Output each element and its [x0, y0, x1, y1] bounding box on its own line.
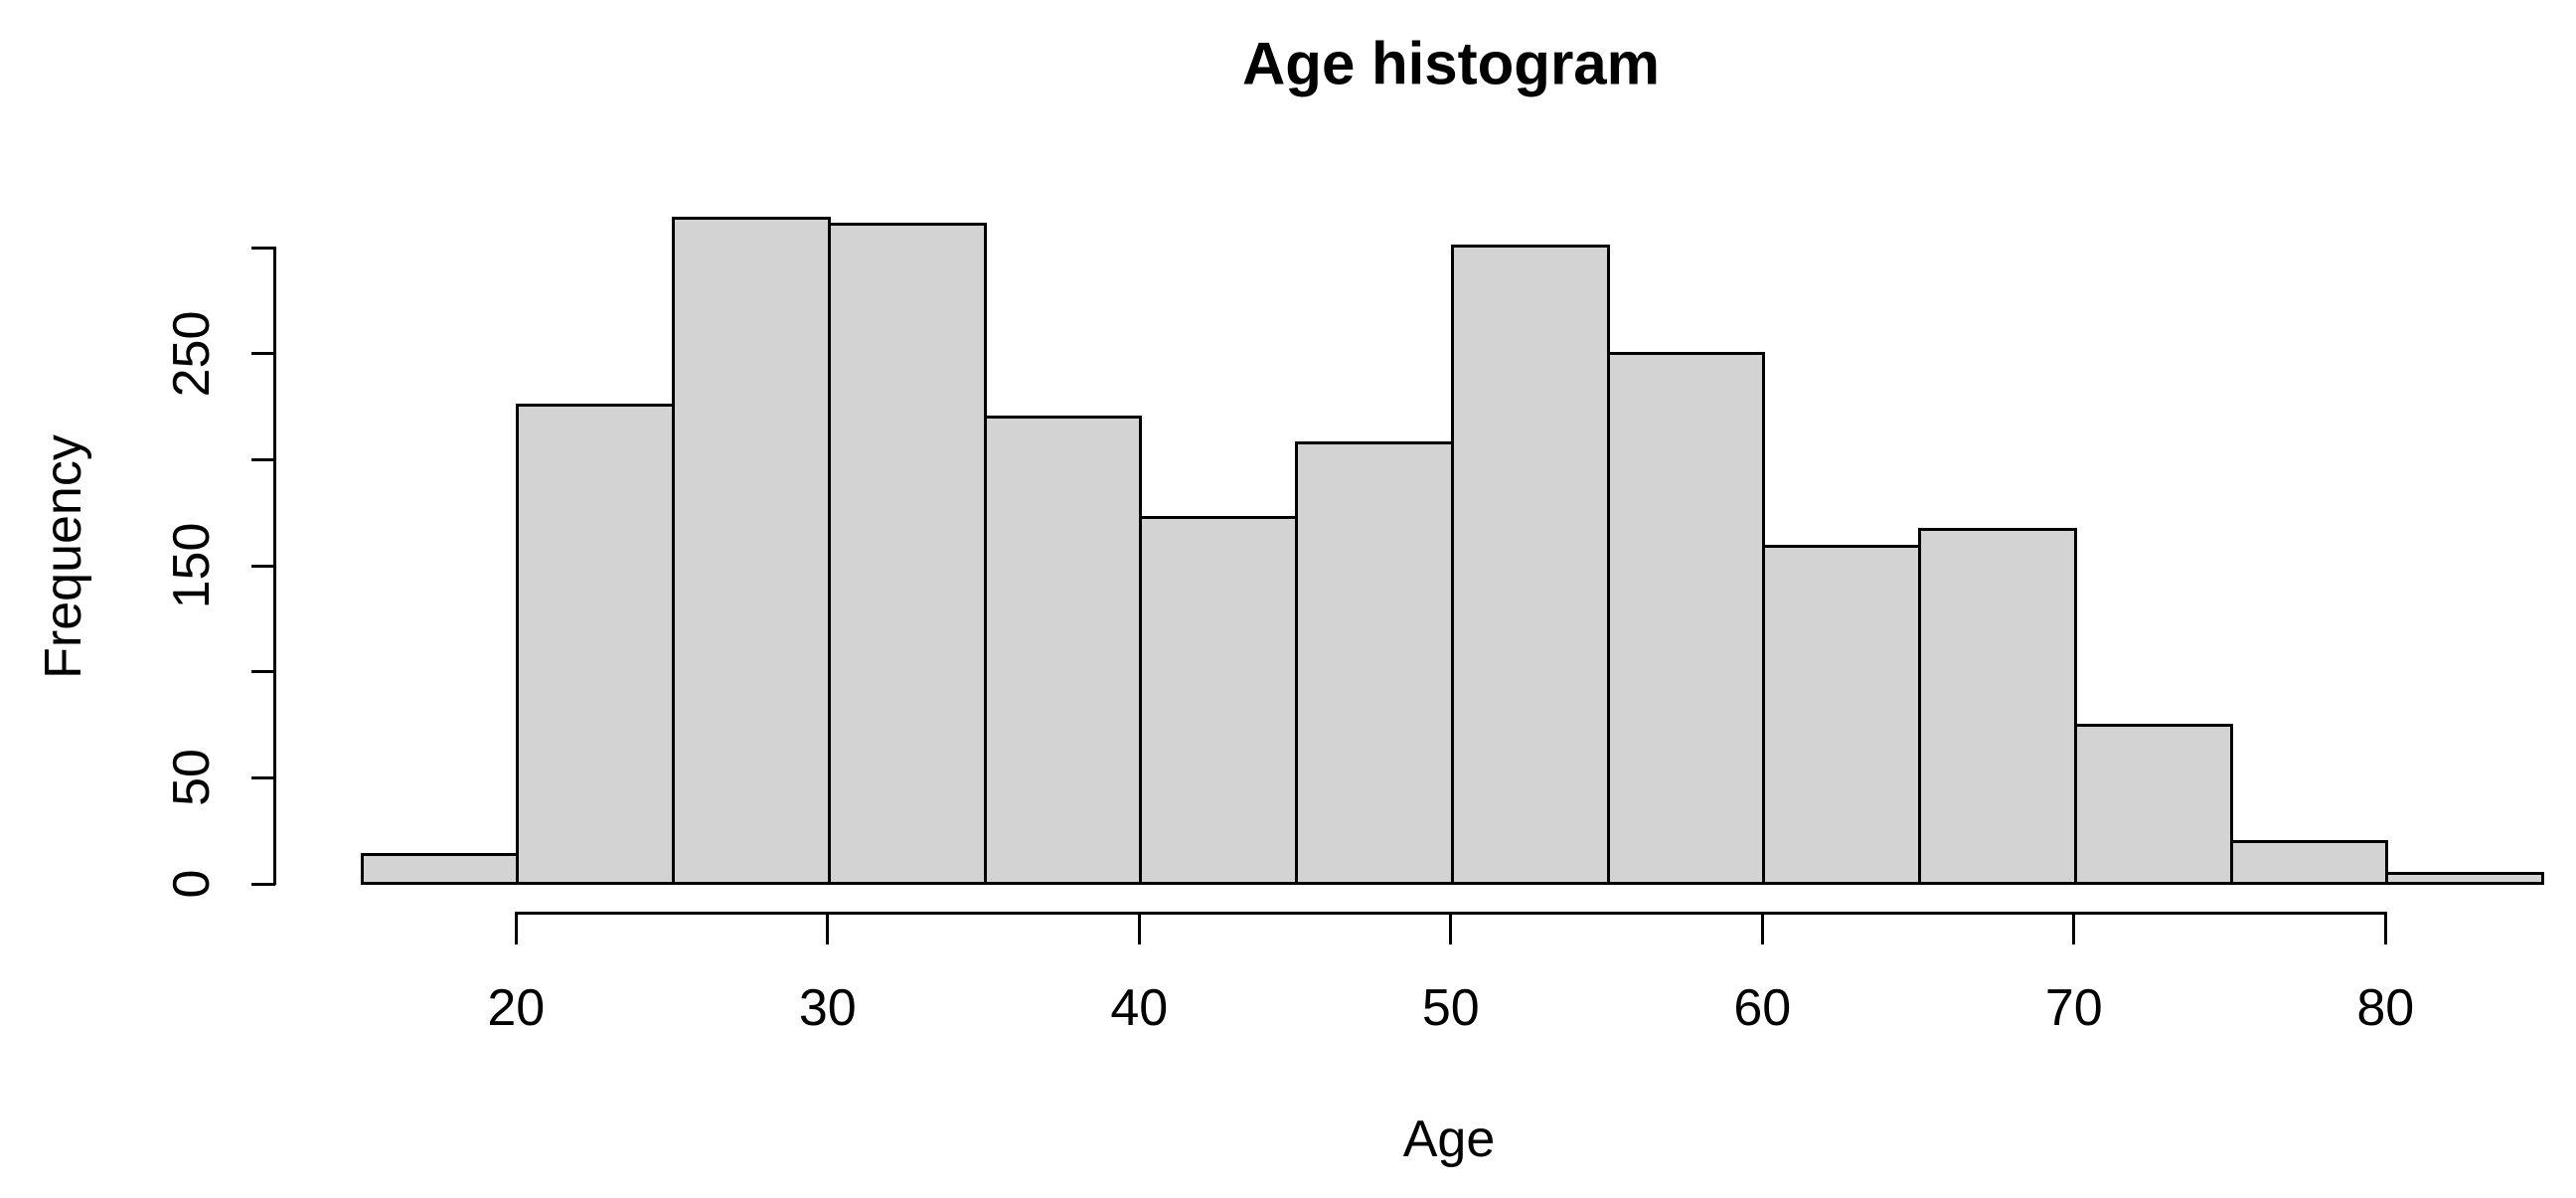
- histogram-bar: [2229, 839, 2389, 886]
- y-axis-tick: [251, 352, 275, 356]
- histogram-bar: [827, 223, 987, 886]
- y-tick-label: 150: [163, 522, 221, 609]
- y-tick-label: 250: [163, 310, 221, 398]
- x-tick-label: 40: [1110, 979, 1169, 1037]
- x-axis-tick: [1137, 914, 1141, 944]
- x-tick-label: 20: [487, 979, 546, 1037]
- y-axis-tick: [251, 670, 275, 674]
- histogram-bar: [360, 852, 520, 886]
- x-tick-label: 60: [1733, 979, 1792, 1037]
- histogram-bar: [1606, 352, 1766, 886]
- x-tick-label: 80: [2356, 979, 2415, 1037]
- histogram-bar: [2385, 871, 2545, 886]
- y-axis-tick: [251, 882, 275, 886]
- histogram-bar: [983, 416, 1143, 886]
- histogram-bar: [672, 216, 831, 886]
- x-axis-line: [514, 911, 2387, 915]
- x-tick-label: 70: [2044, 979, 2103, 1037]
- x-axis-label: Age: [1402, 1111, 1496, 1168]
- x-axis-tick: [1449, 914, 1453, 944]
- histogram-bar: [2073, 723, 2233, 886]
- x-axis-tick: [2383, 914, 2387, 944]
- y-axis-label: Frequency: [35, 434, 92, 679]
- histogram-bar: [1450, 244, 1610, 886]
- histogram-bar: [1139, 515, 1299, 886]
- chart-title: Age histogram: [1241, 30, 1661, 97]
- histogram-bar: [1918, 528, 2077, 886]
- histogram-bar: [1295, 440, 1454, 886]
- y-axis-tick: [251, 246, 275, 250]
- y-axis-tick: [251, 564, 275, 568]
- y-tick-label: 0: [163, 869, 221, 899]
- x-axis-tick: [826, 914, 830, 944]
- x-axis-tick: [514, 914, 518, 944]
- histogram-bar: [516, 403, 676, 886]
- y-axis-tick: [251, 775, 275, 779]
- histogram-bar: [1762, 545, 1922, 886]
- x-axis-tick: [2072, 914, 2076, 944]
- x-tick-label: 30: [798, 979, 857, 1037]
- x-tick-label: 50: [1421, 979, 1480, 1037]
- y-axis-tick: [251, 457, 275, 461]
- x-axis-tick: [1760, 914, 1764, 944]
- y-tick-label: 50: [163, 749, 221, 807]
